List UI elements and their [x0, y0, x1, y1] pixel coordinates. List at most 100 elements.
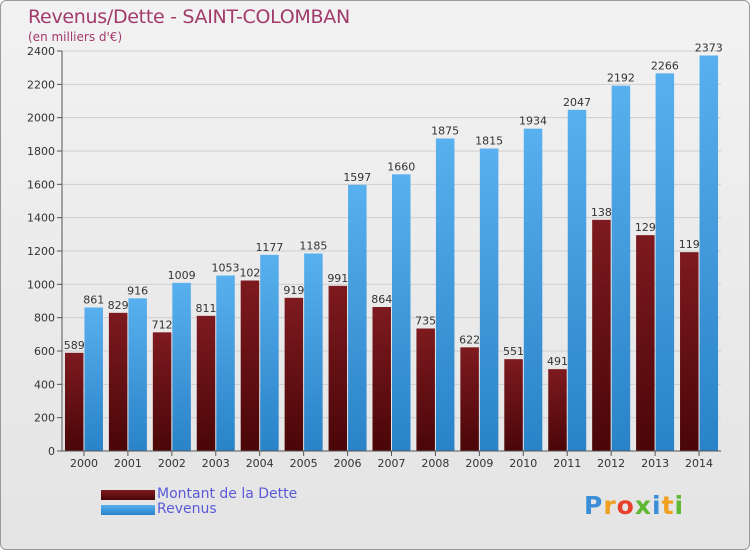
- y-tick-label: 2400: [27, 45, 55, 58]
- x-tick-label: 2007: [378, 457, 406, 470]
- bar-revenus: [348, 184, 367, 452]
- y-tick-label: 1800: [27, 145, 55, 158]
- y-tick-label: 200: [34, 412, 55, 425]
- bar-dette: [372, 307, 391, 451]
- bar-revenus: [392, 174, 411, 452]
- x-tick-label: 2006: [334, 457, 362, 470]
- bar-dette: [196, 315, 216, 451]
- data-label: 1009: [168, 269, 196, 282]
- data-label: 119: [679, 238, 700, 251]
- data-label: 129: [635, 221, 656, 234]
- data-label: 712: [152, 318, 173, 331]
- bar-revenus: [216, 275, 235, 451]
- bar-revenus: [172, 282, 191, 451]
- x-tick-label: 2000: [70, 457, 98, 470]
- bar-dette: [504, 359, 523, 451]
- bar-dette: [284, 297, 304, 451]
- legend-item-revenus: Revenus: [101, 502, 297, 517]
- gridlines: [62, 50, 721, 419]
- y-tick-label: 2000: [27, 112, 55, 125]
- bar-revenus: [479, 148, 499, 451]
- chart-title: Revenus/Dette - SAINT-COLOMBAN: [28, 6, 350, 28]
- y-tick-label: 0: [48, 445, 55, 458]
- data-label: 138: [591, 206, 612, 219]
- data-label: 2266: [651, 59, 679, 72]
- legend-swatch-revenus: [101, 504, 155, 515]
- data-label: 991: [327, 272, 348, 285]
- data-label: 2373: [695, 42, 723, 55]
- chart-subtitle: (en milliers d'€): [28, 30, 123, 44]
- bar-revenus: [523, 128, 543, 451]
- bar-revenus: [128, 298, 147, 451]
- data-label: 551: [503, 345, 524, 358]
- data-label: 1934: [519, 115, 547, 128]
- x-tick-label: 2008: [421, 457, 449, 470]
- data-label: 916: [127, 284, 148, 297]
- data-label: 1177: [255, 241, 283, 254]
- x-tick-label: 2001: [114, 457, 142, 470]
- bar-dette: [328, 285, 348, 451]
- x-tick-label: 2009: [465, 457, 493, 470]
- data-label: 735: [415, 315, 436, 328]
- legend-label-debt: Montant de la Dette: [157, 486, 298, 502]
- data-label: 811: [196, 302, 217, 315]
- x-tick-label: 2005: [290, 457, 318, 470]
- bar-dette: [152, 332, 172, 451]
- y-tick-label: 1000: [27, 278, 55, 291]
- data-label: 1875: [431, 125, 459, 138]
- legend-swatch-debt: [101, 489, 155, 500]
- bars: 589 861 829 916 712 1009 811 1053 102 1177 919 1185…: [64, 42, 723, 452]
- bar-revenus: [655, 73, 675, 451]
- bar-revenus: [611, 85, 631, 452]
- x-tick-label: 2013: [641, 457, 669, 470]
- y-tick-label: 2200: [27, 78, 55, 91]
- data-label: 864: [371, 293, 392, 306]
- x-tick-label: 2010: [509, 457, 537, 470]
- data-label: 861: [83, 294, 104, 307]
- bar-dette: [592, 219, 611, 451]
- bar-dette: [108, 312, 128, 451]
- legend: Montant de la Dette Revenus: [101, 487, 297, 517]
- bar-dette: [680, 252, 699, 451]
- y-tick-label: 1400: [27, 212, 55, 225]
- bar-dette: [416, 328, 435, 451]
- x-tick-label: 2004: [246, 457, 274, 470]
- data-label: 102: [239, 267, 260, 280]
- data-label: 1660: [387, 160, 415, 173]
- data-label: 1185: [299, 240, 327, 253]
- data-label: 1815: [475, 135, 503, 148]
- x-tick-label: 2002: [158, 457, 186, 470]
- x-tick-label: 2014: [685, 457, 713, 470]
- legend-label-revenus: Revenus: [157, 501, 217, 517]
- bar-revenus: [435, 138, 455, 451]
- bar-dette: [636, 235, 655, 451]
- x-tick-label: 2003: [202, 457, 230, 470]
- y-tick-label: 400: [34, 378, 55, 391]
- bar-revenus: [304, 253, 323, 451]
- data-label: 829: [108, 299, 129, 312]
- data-label: 589: [64, 339, 85, 352]
- data-label: 491: [547, 355, 568, 368]
- data-label: 1053: [212, 262, 240, 275]
- x-tick-label: 2011: [553, 457, 581, 470]
- data-label: 622: [459, 333, 480, 346]
- y-tick-label: 600: [34, 345, 55, 358]
- data-label: 2047: [563, 96, 591, 109]
- bar-revenus: [699, 55, 719, 451]
- bar-revenus: [84, 307, 103, 451]
- bar-revenus: [567, 109, 587, 451]
- legend-item-debt: Montant de la Dette: [101, 487, 297, 502]
- bar-dette: [240, 280, 260, 451]
- y-tick-label: 800: [34, 312, 55, 325]
- y-tick-label: 1200: [27, 245, 55, 258]
- axes: 0 200 400 600 800 1000 1200 1400 1600 1800 2000 220…: [27, 45, 721, 470]
- bar-revenus: [260, 254, 279, 451]
- bar-dette: [460, 347, 479, 451]
- data-label: 919: [283, 284, 304, 297]
- y-tick-label: 1600: [27, 178, 55, 191]
- data-label: 1597: [343, 171, 371, 184]
- proxiti-logo: Proxiti: [584, 491, 685, 520]
- data-label: 2192: [607, 72, 635, 85]
